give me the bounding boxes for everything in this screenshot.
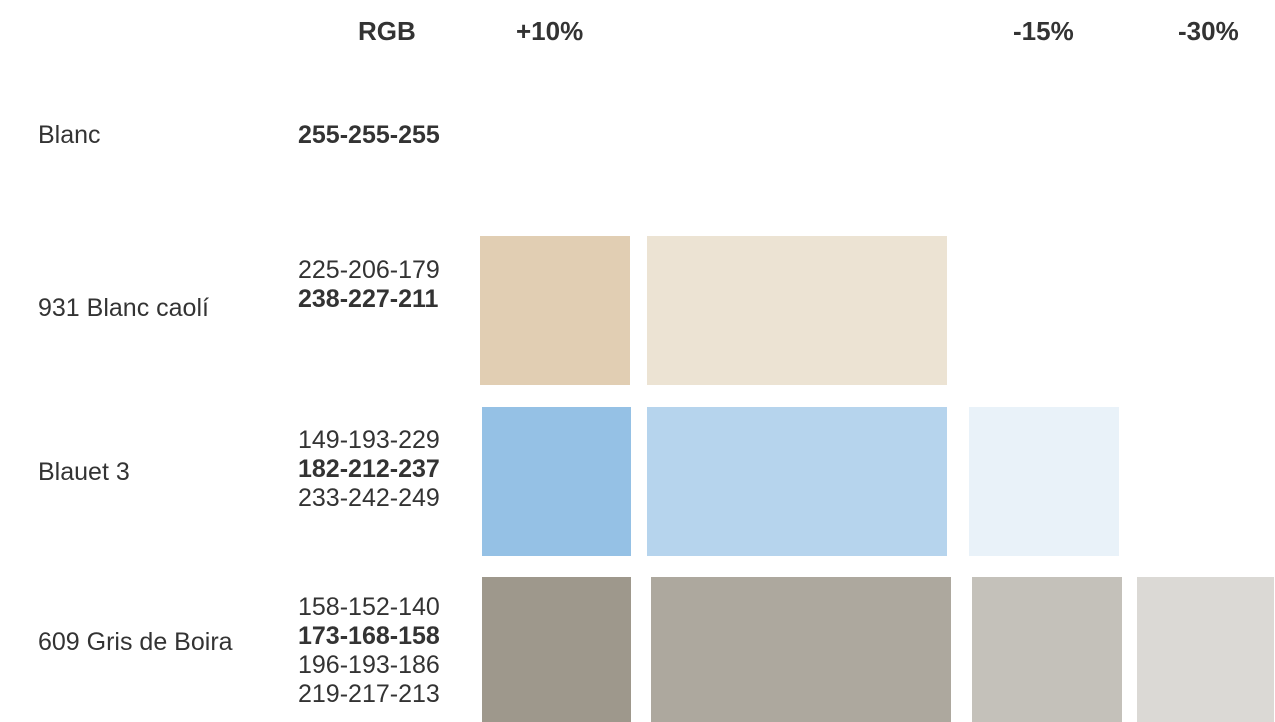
header-minus-15: -15% (1013, 16, 1074, 46)
row-codes-blanc: 255-255-255 (298, 121, 440, 150)
row-name-blanc-caoli: 931 Blanc caolí (38, 294, 209, 322)
header-minus-30: -30% (1178, 16, 1239, 46)
swatch-blauet-3-base (647, 407, 947, 556)
rgb-code-darker: 225-206-179 (298, 256, 440, 284)
swatch-gris-de-boira-minus-30 (1137, 577, 1274, 722)
row-codes-blauet-3: 149-193-229 182-212-237 233-242-249 (298, 426, 440, 513)
row-codes-gris-de-boira: 158-152-140 173-168-158 196-193-186 219-… (298, 593, 440, 709)
rgb-code-primary: 173-168-158 (298, 622, 440, 650)
swatch-blauet-3-minus-15 (969, 407, 1119, 556)
row-name-gris-de-boira: 609 Gris de Boira (38, 628, 233, 656)
rgb-code-primary: 238-227-211 (298, 285, 439, 313)
swatch-blauet-3-plus-10 (482, 407, 631, 556)
swatch-blanc-caoli-base (647, 236, 947, 385)
rgb-code-darker: 149-193-229 (298, 426, 440, 454)
row-name-blauet-3: Blauet 3 (38, 458, 130, 486)
rgb-code-primary: 255-255-255 (298, 121, 440, 149)
row-name-blanc: Blanc (38, 121, 101, 149)
rgb-code-lighter: 233-242-249 (298, 484, 440, 512)
rgb-code-lightest: 219-217-213 (298, 680, 440, 708)
swatch-gris-de-boira-plus-10 (482, 577, 631, 722)
rgb-code-darker: 158-152-140 (298, 593, 440, 621)
row-codes-blanc-caoli: 225-206-179 238-227-211 (298, 256, 440, 314)
swatch-blanc-caoli-plus-10 (480, 236, 630, 385)
swatch-gris-de-boira-minus-15 (972, 577, 1122, 722)
header-rgb: RGB (358, 16, 416, 46)
header-plus-10: +10% (516, 16, 584, 46)
swatch-gris-de-boira-base (651, 577, 951, 722)
rgb-code-lighter: 196-193-186 (298, 651, 440, 679)
rgb-code-primary: 182-212-237 (298, 455, 440, 483)
